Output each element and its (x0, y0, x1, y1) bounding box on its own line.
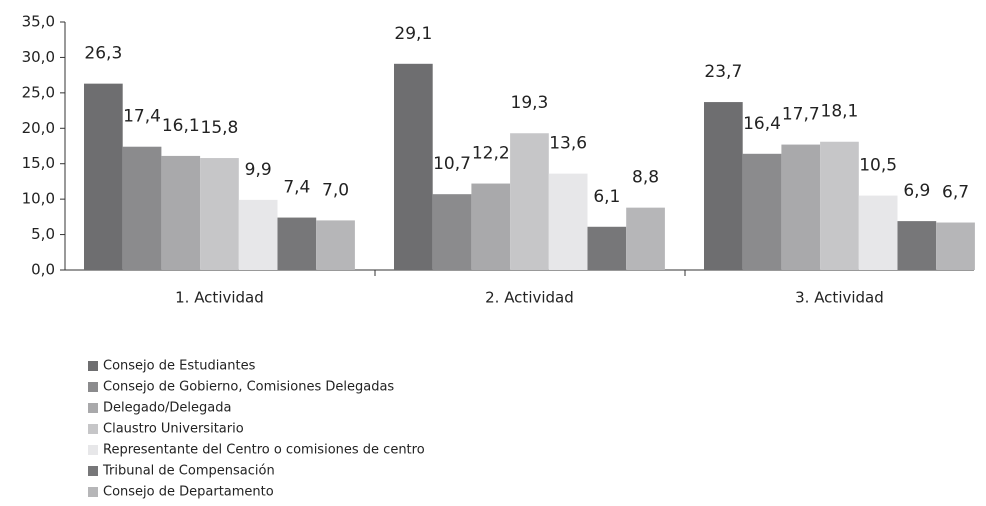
value-label: 19,3 (511, 93, 549, 113)
value-label: 7,4 (283, 178, 310, 198)
bar (626, 207, 665, 270)
value-label: 17,7 (782, 105, 820, 125)
bar (587, 226, 627, 270)
legend-label: Consejo de Gobierno, Comisiones Delegada… (103, 380, 394, 395)
bar (936, 222, 975, 270)
legend-swatch (88, 424, 98, 434)
bar (897, 221, 937, 270)
value-label: 15,8 (201, 118, 239, 138)
y-tick-label: 10,0 (22, 190, 55, 208)
bar (704, 102, 743, 270)
bar (161, 155, 201, 270)
value-label: 26,3 (84, 44, 122, 64)
value-label: 18,1 (821, 102, 859, 122)
y-tick-label: 0,0 (31, 261, 55, 279)
legend-label: Representante del Centro o comisiones de… (103, 443, 425, 458)
bar (238, 199, 278, 270)
legend-label: Tribunal de Compensación (102, 464, 275, 479)
bar (277, 217, 317, 270)
bar (858, 195, 898, 270)
value-label: 6,7 (942, 183, 969, 203)
y-tick-label: 35,0 (22, 13, 55, 31)
value-label: 10,7 (433, 154, 471, 174)
bar (84, 83, 123, 270)
value-label: 8,8 (632, 168, 659, 188)
value-label: 6,1 (593, 187, 620, 207)
value-label: 23,7 (704, 62, 742, 82)
legend-swatch (88, 445, 98, 455)
y-tick-label: 15,0 (22, 154, 55, 172)
value-label: 6,9 (903, 181, 930, 201)
legend-swatch (88, 382, 98, 392)
bar (548, 173, 588, 270)
value-label: 12,2 (472, 144, 510, 164)
legend-swatch (88, 466, 98, 476)
bar (781, 144, 821, 270)
bar (471, 183, 511, 270)
x-tick-label: 2. Actividad (485, 289, 574, 307)
bar (510, 133, 549, 270)
legend-label: Consejo de Estudiantes (103, 359, 256, 374)
value-label: 16,1 (162, 116, 200, 136)
value-label: 13,6 (549, 134, 587, 154)
y-tick-label: 25,0 (22, 83, 55, 101)
bar (394, 63, 433, 271)
x-tick-label: 1. Actividad (175, 289, 264, 307)
legend-label: Delegado/Delegada (103, 401, 231, 416)
legend-label: Consejo de Departamento (103, 485, 274, 500)
value-label: 9,9 (245, 160, 272, 180)
bar (820, 141, 859, 270)
bar (316, 220, 355, 270)
bar (122, 146, 162, 270)
bar (200, 158, 239, 270)
y-tick-label: 5,0 (31, 225, 55, 243)
legend-swatch (88, 361, 98, 371)
x-tick-label: 3. Actividad (795, 289, 884, 307)
legend-swatch (88, 403, 98, 413)
y-tick-label: 30,0 (22, 48, 55, 66)
value-label: 10,5 (859, 156, 897, 176)
legend-label: Claustro Universitario (103, 422, 244, 437)
legend-swatch (88, 487, 98, 497)
value-label: 7,0 (322, 180, 349, 200)
value-label: 17,4 (123, 107, 161, 127)
value-label: 16,4 (743, 114, 781, 134)
y-tick-label: 20,0 (22, 119, 55, 137)
bar (432, 194, 472, 270)
bar (742, 153, 782, 270)
value-label: 29,1 (394, 24, 432, 44)
